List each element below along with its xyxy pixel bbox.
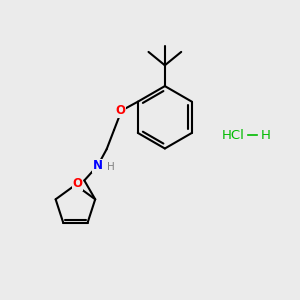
- Text: H: H: [261, 129, 271, 142]
- Text: O: O: [73, 177, 83, 190]
- Text: N: N: [93, 159, 103, 172]
- Text: O: O: [115, 104, 125, 117]
- Text: HCl: HCl: [222, 129, 245, 142]
- Text: H: H: [107, 162, 115, 172]
